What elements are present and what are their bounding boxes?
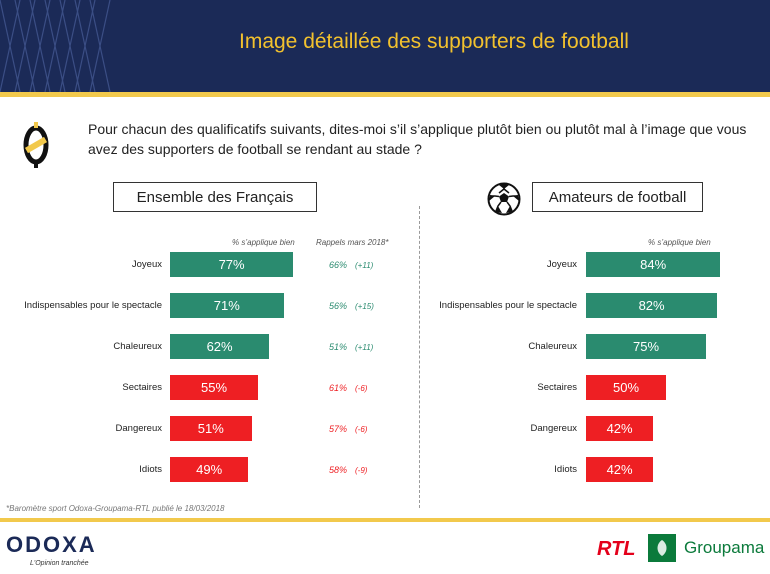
category-label: Sectaires: [122, 382, 162, 393]
gold-divider-bottom: [0, 518, 770, 522]
gold-divider: [0, 92, 770, 97]
recall-percent: 51%: [329, 342, 348, 352]
recall-percent: 66%: [329, 260, 348, 270]
odoxa-question-icon: [23, 122, 49, 168]
recall-value: 66% (+11): [329, 260, 373, 270]
bar: 55%: [170, 375, 258, 400]
bar: 42%: [586, 457, 654, 482]
panel-title-football-fans: Amateurs de football: [532, 182, 703, 212]
value-header-right: % s’applique bien: [648, 238, 711, 247]
bar: 50%: [586, 375, 666, 400]
page-title: Image détaillée des supporters de footba…: [239, 30, 629, 53]
recall-delta: (-6): [355, 425, 368, 434]
recall-value: 58% (-9): [329, 465, 367, 475]
groupama-icon: [648, 534, 676, 562]
recall-percent: 56%: [329, 301, 348, 311]
header-banner: Image détaillée des supporters de footba…: [0, 0, 770, 92]
value-header-left: % s’applique bien: [232, 238, 295, 247]
category-label: Joyeux: [131, 259, 162, 270]
odoxa-tagline: L'Opinion tranchée: [30, 560, 89, 567]
groupama-logo: Groupama: [684, 538, 765, 557]
footer: [0, 522, 770, 574]
category-label: Indispensables pour le spectacle: [439, 300, 577, 311]
panel-divider: [419, 206, 420, 508]
category-label: Chaleureux: [113, 341, 162, 352]
category-label: Dangereux: [115, 423, 162, 434]
bar: 82%: [586, 293, 718, 318]
recall-value: 56% (+15): [329, 301, 374, 311]
category-label: Idiots: [554, 464, 577, 475]
category-label: Chaleureux: [528, 341, 577, 352]
rtl-logo: RTL: [597, 538, 636, 560]
recall-delta: (+11): [355, 343, 374, 352]
category-label: Joyeux: [546, 259, 577, 270]
football-icon: [487, 182, 521, 216]
category-label: Idiots: [139, 464, 162, 475]
header-pattern: [0, 0, 111, 92]
bar: 51%: [170, 416, 252, 441]
category-label: Dangereux: [530, 423, 577, 434]
category-label: Indispensables pour le spectacle: [24, 300, 162, 311]
bar: 75%: [586, 334, 706, 359]
recall-percent: 57%: [329, 424, 348, 434]
bar: 77%: [170, 252, 294, 277]
bar: 71%: [170, 293, 284, 318]
recall-delta: (-6): [355, 384, 368, 393]
recall-value: 61% (-6): [329, 383, 367, 393]
panel-title-all-french: Ensemble des Français: [113, 182, 317, 212]
recall-header: Rappels mars 2018*: [316, 238, 389, 247]
recall-value: 57% (-6): [329, 424, 367, 434]
recall-delta: (+15): [355, 302, 374, 311]
category-label: Sectaires: [537, 382, 577, 393]
bar: 84%: [586, 252, 721, 277]
bar: 62%: [170, 334, 270, 359]
recall-value: 51% (+11): [329, 342, 373, 352]
footnote: *Baromètre sport Odoxa-Groupama-RTL publ…: [6, 504, 225, 513]
odoxa-logo: ODOXA: [6, 532, 97, 557]
recall-percent: 58%: [329, 465, 348, 475]
recall-delta: (-9): [355, 466, 368, 475]
bar: 49%: [170, 457, 249, 482]
question-text: Pour chacun des qualificatifs suivants, …: [88, 121, 747, 157]
bar: 42%: [586, 416, 654, 441]
recall-percent: 61%: [329, 383, 348, 393]
recall-delta: (+11): [355, 261, 374, 270]
